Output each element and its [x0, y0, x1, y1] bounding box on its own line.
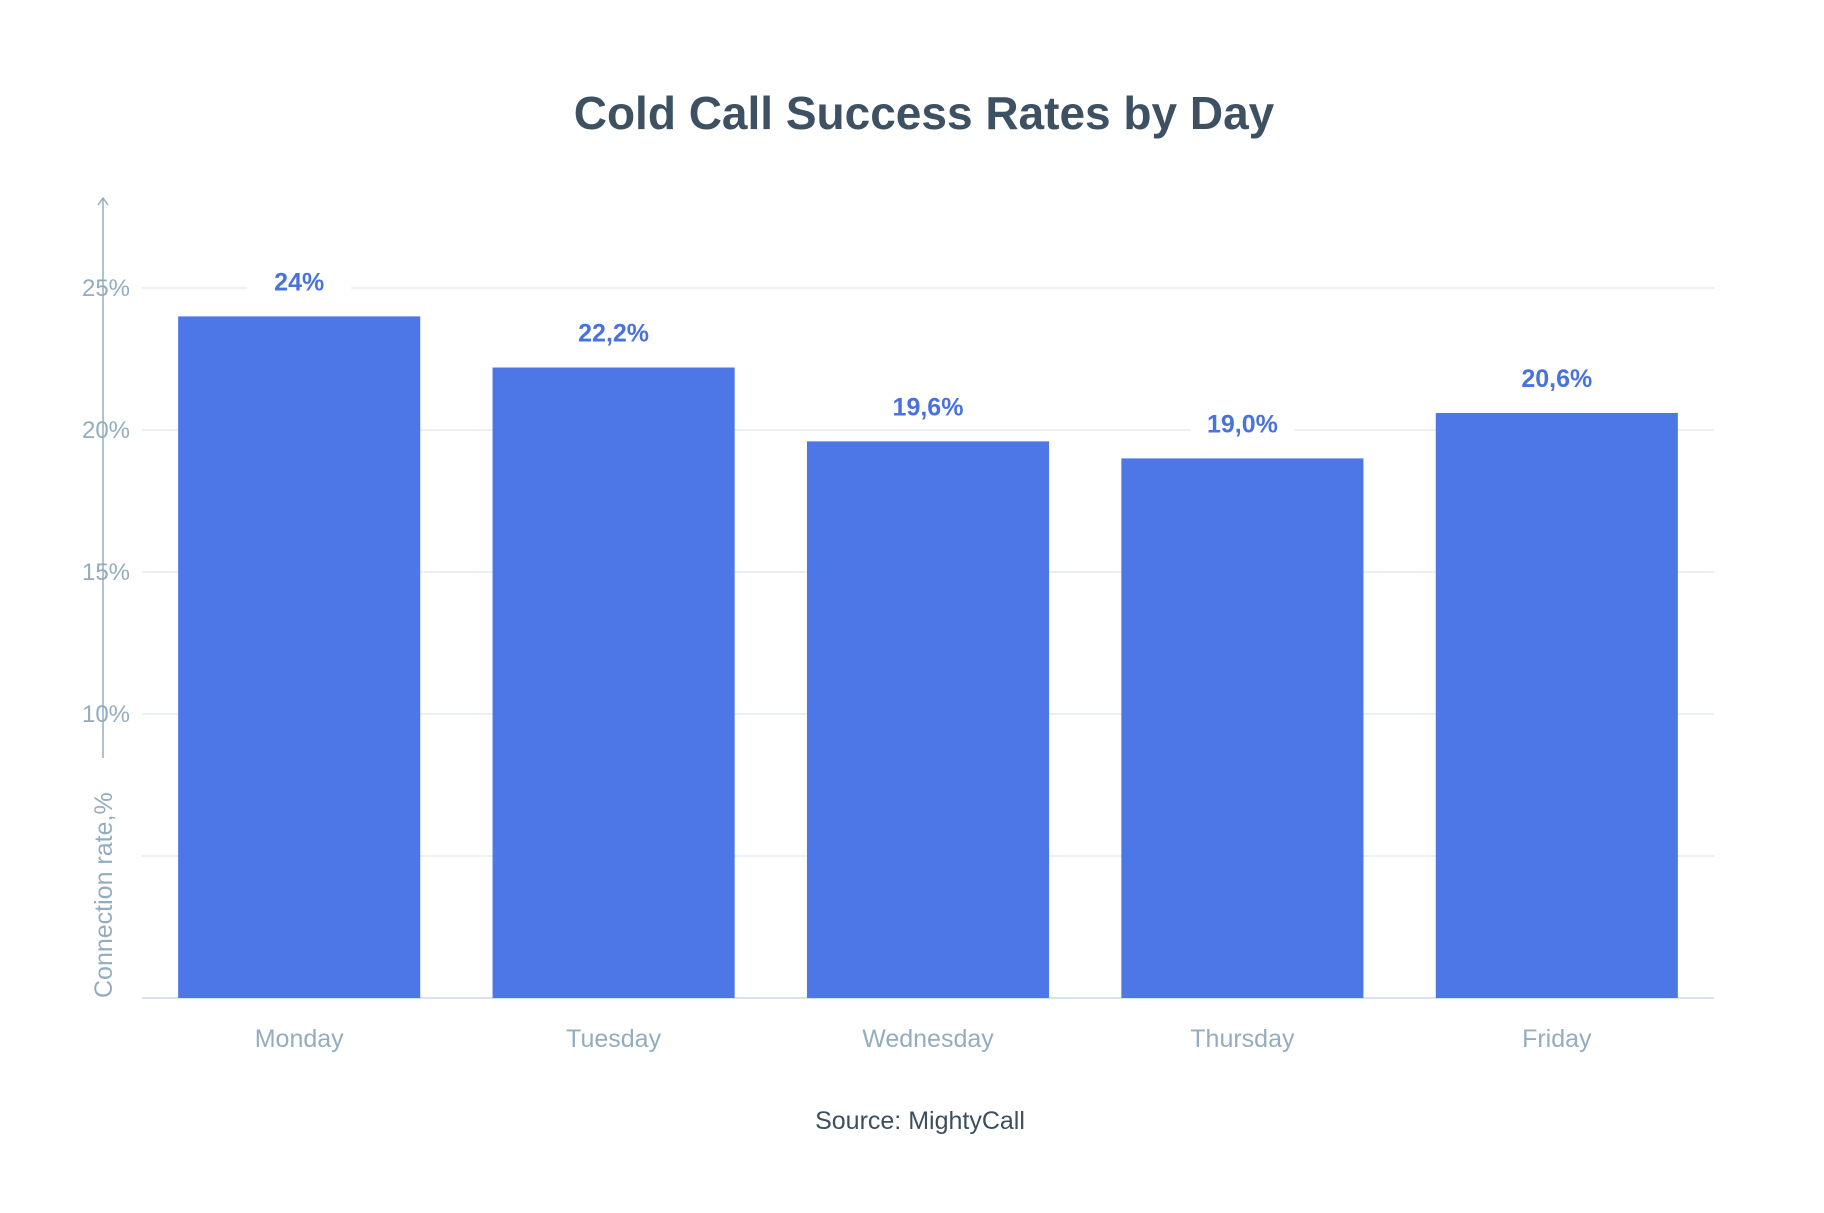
bar-tuesday [492, 367, 735, 998]
ytick-label: 25% [82, 275, 130, 302]
xtick-label: Monday [255, 1025, 344, 1053]
data-label-background [1504, 360, 1609, 395]
data-label-background [876, 389, 980, 424]
bar-friday [1435, 412, 1678, 999]
bar-monday [178, 316, 421, 998]
gridlines: 10% 15% 20% 25% [78, 271, 1714, 999]
x-axis-ticks: Monday Tuesday Wednesday Thursday Friday [255, 1025, 1592, 1053]
ytick-label: 15% [82, 559, 130, 586]
y-axis-arrow-icon [97, 196, 109, 206]
bar-wednesday [806, 441, 1050, 998]
ytick-label-background [78, 697, 134, 731]
data-label-background [561, 315, 666, 350]
y-axis-label: Connection rate,% [90, 792, 118, 998]
xtick-label: Friday [1522, 1025, 1592, 1053]
xtick-label: Tuesday [566, 1025, 661, 1053]
data-labels: 24% 22,2% 19,6% 19,0% 20,6% [247, 264, 1609, 441]
xtick-label: Thursday [1190, 1025, 1295, 1053]
y-axis: Connection rate,% [88, 196, 118, 998]
data-label: 20,6% [1521, 365, 1592, 393]
data-label-background [247, 264, 352, 299]
data-label: 24% [274, 268, 324, 296]
ytick-label: 20% [82, 417, 130, 444]
data-label: 19,6% [893, 393, 964, 421]
ytick-label: 10% [82, 701, 130, 728]
bar-thursday [1121, 458, 1364, 998]
chart-title: Cold Call Success Rates by Day [574, 87, 1275, 139]
ytick-label-background [78, 413, 134, 447]
data-label: 22,2% [578, 320, 649, 348]
ytick-label-background [78, 271, 134, 305]
xtick-label: Wednesday [862, 1025, 994, 1053]
data-label: 19,0% [1207, 410, 1278, 438]
y-axis-label-background [88, 758, 118, 998]
source-note: Source: MightyCall [815, 1107, 1025, 1135]
data-label-background [1190, 406, 1295, 441]
ytick-label-background [78, 555, 134, 589]
bars [178, 316, 1678, 999]
